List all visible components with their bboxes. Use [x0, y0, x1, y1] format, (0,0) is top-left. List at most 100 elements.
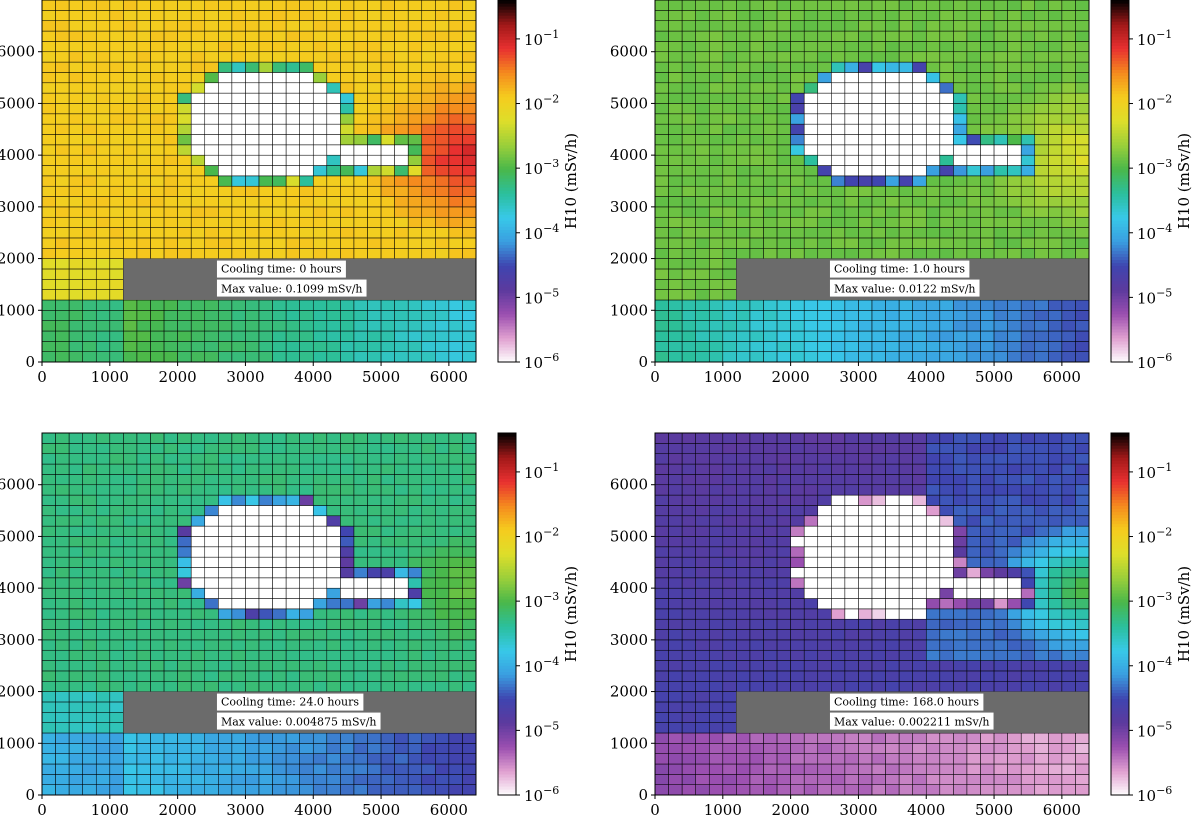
heatmap-cell [803, 443, 819, 455]
heatmap-cell [218, 185, 233, 197]
heatmap-cell [993, 0, 1008, 11]
heatmap-cell [367, 310, 382, 321]
heatmap-cell [272, 618, 287, 630]
heatmap-cell [1075, 341, 1090, 352]
colorbar-segment [498, 147, 516, 152]
heatmap-cell [231, 463, 246, 475]
heatmap-cell [980, 577, 995, 589]
heatmap-cell [190, 432, 206, 444]
heatmap-cell [340, 618, 355, 630]
colorbar-segment [498, 322, 516, 327]
heatmap-cell [817, 113, 832, 125]
heatmap-cell [462, 72, 477, 84]
heatmap-cell [722, 144, 737, 156]
heatmap-cell [380, 484, 395, 496]
heatmap-cell [421, 216, 436, 228]
heatmap-cell [299, 463, 314, 475]
heatmap-cell [82, 134, 97, 146]
heatmap-cell [272, 10, 287, 22]
heatmap-cell [844, 227, 859, 239]
heatmap-cell [68, 103, 84, 115]
heatmap-cell [218, 341, 233, 352]
heatmap-cell [394, 351, 409, 363]
heatmap-cell [925, 505, 941, 517]
colorbar-segment [498, 629, 516, 633]
colorbar-frame [497, 432, 517, 796]
heatmap-cell [695, 536, 710, 548]
heatmap-cell [1048, 753, 1063, 765]
heatmap-cell [953, 10, 968, 22]
heatmap-cell [1034, 432, 1049, 444]
heatmap-cell [95, 608, 111, 620]
heatmap-cell [736, 774, 751, 785]
heatmap-cell [749, 30, 764, 42]
heatmap-cell [68, 784, 84, 796]
heatmap-cell [55, 278, 70, 290]
heatmap-cell [817, 123, 832, 135]
colorbar-segment [498, 211, 516, 215]
heatmap-cell [749, 154, 764, 166]
heatmap-cell [695, 10, 710, 22]
heatmap-cell [258, 72, 273, 84]
colorbar-segment [498, 63, 516, 67]
heatmap-cell [654, 0, 669, 11]
heatmap-cell [55, 598, 70, 610]
heatmap-cell [790, 743, 805, 754]
heatmap-cell [82, 453, 97, 465]
heatmap-cell [844, 556, 859, 568]
heatmap-cell [749, 536, 764, 548]
heatmap-cell [912, 41, 927, 53]
colorbar-segment [1111, 211, 1129, 215]
heatmap-cell [912, 123, 927, 135]
heatmap-cell [1061, 20, 1076, 32]
colorbar-segment [498, 788, 516, 793]
heatmap-cell [871, 330, 886, 342]
heatmap-cell [109, 546, 124, 558]
heatmap-cell [272, 660, 287, 672]
heatmap-cell [790, 443, 805, 455]
heatmap-cell [1048, 463, 1063, 475]
heatmap-cell [681, 92, 697, 104]
heatmap-cell [858, 0, 873, 11]
heatmap-cell [340, 670, 355, 682]
heatmap-cell [858, 567, 873, 579]
heatmap-cell [109, 660, 124, 672]
heatmap-cell [190, 144, 206, 156]
heatmap-cell [340, 61, 355, 73]
heatmap-cell [708, 505, 724, 517]
heatmap-cell [980, 82, 995, 94]
heatmap-cell [993, 743, 1008, 754]
heatmap-cell [1034, 351, 1049, 363]
heatmap-cell [885, 774, 900, 785]
heatmap-cell [245, 341, 260, 352]
heatmap-cell [326, 206, 341, 218]
heatmap-cell [776, 546, 791, 558]
heatmap-cell [668, 41, 683, 53]
colorbar-segment [1111, 138, 1129, 143]
heatmap-cell [68, 113, 84, 125]
heatmap-cell [340, 432, 355, 444]
heatmap-cell [695, 784, 710, 796]
heatmap-cell [1048, 784, 1063, 796]
heatmap-cell [123, 680, 138, 692]
heatmap-cell [790, 639, 805, 651]
heatmap-cell [1007, 351, 1022, 363]
heatmap-cell [123, 494, 138, 506]
heatmap-cell [654, 196, 669, 208]
heatmap-cell [966, 92, 981, 104]
heatmap-cell [817, 351, 832, 363]
heatmap-cell [340, 753, 355, 765]
heatmap-cell [462, 536, 477, 548]
heatmap-cell [394, 577, 409, 589]
heatmap-cell [245, 670, 260, 682]
heatmap-cell [367, 92, 382, 104]
heatmap-cell [353, 103, 368, 115]
heatmap-cell [41, 72, 56, 84]
heatmap-cell [831, 113, 846, 125]
heatmap-cell [925, 546, 941, 558]
heatmap-cell [462, 743, 477, 754]
heatmap-cell [681, 237, 697, 249]
colorbar-segment [498, 607, 516, 612]
heatmap-cell [312, 505, 328, 517]
heatmap-cell [980, 299, 995, 311]
